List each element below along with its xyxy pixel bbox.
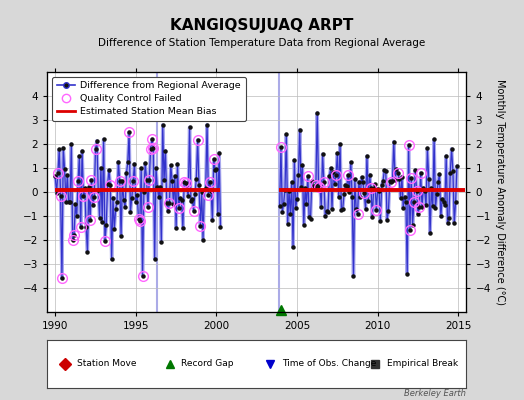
Text: Station Move: Station Move [77, 360, 136, 368]
Legend: Difference from Regional Average, Quality Control Failed, Estimated Station Mean: Difference from Regional Average, Qualit… [52, 77, 246, 121]
Text: Record Gap: Record Gap [181, 360, 234, 368]
Text: KANGIQSUJUAQ ARPT: KANGIQSUJUAQ ARPT [170, 18, 354, 33]
Y-axis label: Monthly Temperature Anomaly Difference (°C): Monthly Temperature Anomaly Difference (… [495, 79, 505, 305]
Text: Empirical Break: Empirical Break [387, 360, 458, 368]
Text: Time of Obs. Change: Time of Obs. Change [282, 360, 376, 368]
Text: Berkeley Earth: Berkeley Earth [405, 389, 466, 398]
Text: Difference of Station Temperature Data from Regional Average: Difference of Station Temperature Data f… [99, 38, 425, 48]
